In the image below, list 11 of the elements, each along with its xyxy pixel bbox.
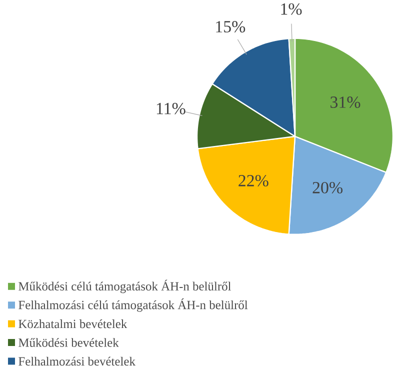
data-label: 20% — [312, 182, 342, 194]
legend-label: Felhalmozási bevételek — [18, 356, 136, 366]
data-label: 22% — [238, 174, 268, 186]
legend-label: Közhatalmi bevételek — [18, 319, 128, 328]
data-label: 1% — [281, 3, 302, 15]
data-label: 31% — [330, 96, 360, 108]
data-label: 11% — [156, 102, 186, 114]
legend-label: Működési célú támogatások ÁH-n belülről — [18, 280, 232, 293]
legend-label: Működési bevételek — [18, 338, 119, 347]
legend-label: Felhalmozási célú támogatások ÁH-n belülről — [18, 298, 248, 312]
data-label: 15% — [216, 20, 246, 32]
